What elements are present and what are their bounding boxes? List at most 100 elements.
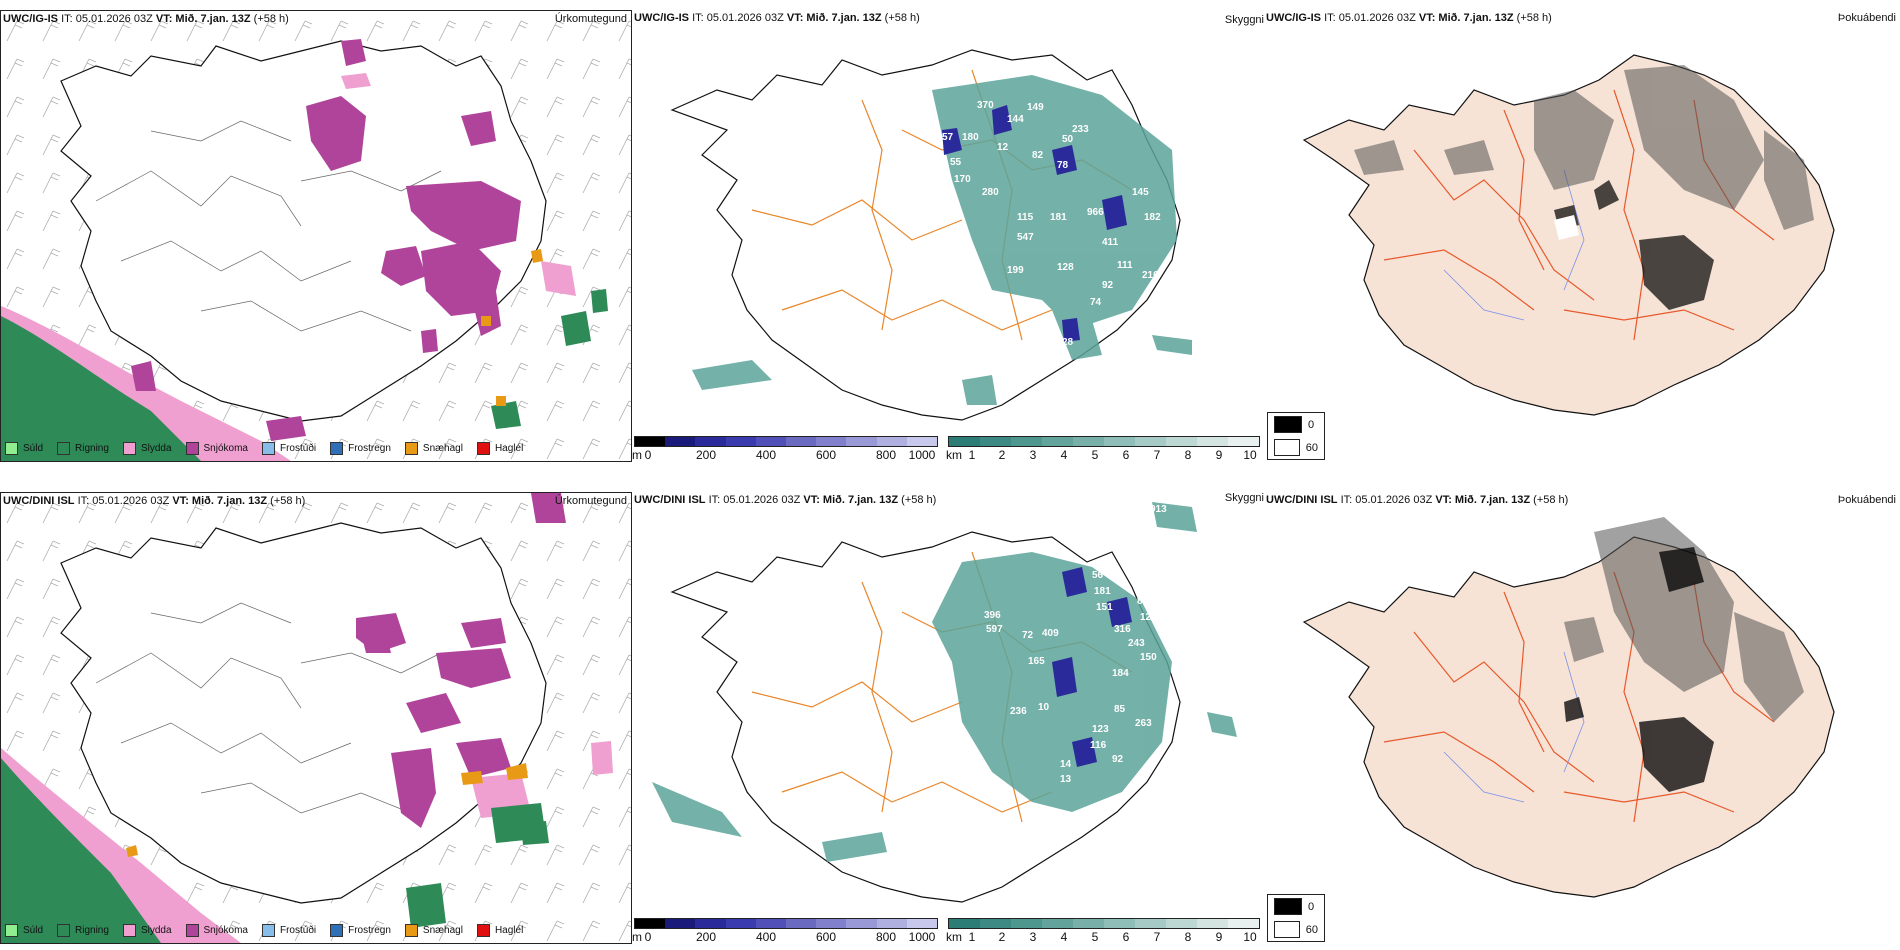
map-value: 370 xyxy=(977,100,994,111)
legend-label: Snjókoma xyxy=(203,443,248,454)
colorbar-swatch xyxy=(1042,437,1073,446)
model-name: UWC/DINI ISL xyxy=(1266,494,1338,506)
colorbar-swatch xyxy=(980,437,1011,446)
map-value: 280 xyxy=(982,187,999,198)
panel-fog-igis: UWC/IG-IS IT: 05.01.2026 03Z VT: Mið. 7.… xyxy=(1264,10,1900,462)
map-value: 121 xyxy=(1140,612,1157,623)
colorbar-tick: 600 xyxy=(815,930,837,944)
map-fog-dini xyxy=(1302,517,1835,898)
map-value: 28 xyxy=(1062,337,1074,348)
map-value: 150 xyxy=(1140,652,1157,663)
legend-item: Frostregn xyxy=(330,442,391,455)
colorbar-tick: 0 xyxy=(644,448,652,462)
legend-swatch xyxy=(185,924,199,937)
legend-swatch xyxy=(476,924,490,937)
colorbar-swatch xyxy=(755,437,787,446)
legend-swatch xyxy=(261,442,275,455)
legend-item: Haglél xyxy=(476,924,523,937)
legend-swatch xyxy=(476,442,490,455)
init-time: IT: 05.01.2026 03Z xyxy=(1324,12,1416,24)
colorbar-tick: 4 xyxy=(1060,448,1068,462)
map-value: 81 xyxy=(1137,596,1149,607)
legend-label: Frostúði xyxy=(279,443,317,454)
colorbar-swatch xyxy=(1166,919,1197,928)
legend-item: Rigning xyxy=(57,924,109,937)
fog-swatch xyxy=(1274,439,1300,456)
lead-time: (+58 h) xyxy=(1533,494,1569,506)
colorbar-swatch xyxy=(846,919,877,928)
init-time: IT: 05.01.2026 03Z xyxy=(1340,494,1433,506)
map-value: 74 xyxy=(1090,297,1102,308)
panel-precip-type-igis: UWC/IG-IS IT: 05.01.2026 03Z VT: Mið. 7.… xyxy=(0,10,632,462)
colorbar-swatch xyxy=(695,919,726,928)
colorbar-swatch xyxy=(1073,437,1104,446)
init-time: IT: 05.01.2026 03Z xyxy=(61,13,153,25)
valid-time: VT: Mið. 7.jan. 13Z xyxy=(1418,12,1514,24)
colorbar-tick: 800 xyxy=(875,448,897,462)
legend-item: Snjókoma xyxy=(185,924,248,937)
colorbar-swatch xyxy=(876,919,907,928)
colorbar-swatch xyxy=(635,437,666,446)
map-value: 92 xyxy=(1102,280,1114,291)
legend-swatch xyxy=(5,924,18,937)
legend-item: Snæhagl xyxy=(404,924,463,937)
parameter-label: Úrkomutegund xyxy=(554,13,627,25)
map-value: 128 xyxy=(1057,262,1074,273)
colorbar-swatch xyxy=(786,919,817,928)
fog-legend-row: 0 xyxy=(1268,895,1324,918)
map-value: 396 xyxy=(984,610,1001,621)
colorbar-tick: 2 xyxy=(998,930,1006,944)
colorbar-tick: 8 xyxy=(1184,448,1192,462)
colorbar-swatch xyxy=(1135,919,1166,928)
map-value: 233 xyxy=(1072,124,1089,135)
legend-label: Haglél xyxy=(494,443,524,454)
legend-swatch xyxy=(330,924,344,937)
fog-legend-label: 60 xyxy=(1305,923,1318,936)
lead-time: (+58 h) xyxy=(253,13,289,25)
model-name: UWC/IG-IS xyxy=(3,13,58,25)
map-value: 123 xyxy=(1092,724,1109,735)
model-name: UWC/DINI ISL xyxy=(634,494,706,506)
legend-swatch xyxy=(122,442,136,455)
map-value: 165 xyxy=(1028,656,1045,667)
fog-swatch xyxy=(1274,416,1302,433)
legend-swatch xyxy=(404,442,418,455)
valid-time: VT: Mið. 7.jan. 13Z xyxy=(803,494,899,506)
map-value: 111 xyxy=(1117,260,1133,271)
colorbar-tick: 3 xyxy=(1029,930,1037,944)
colorbar-unit: km xyxy=(946,448,962,462)
legend-item: Rigning xyxy=(57,442,109,455)
colorbar-swatch xyxy=(1197,919,1228,928)
colorbar-tick: 0 xyxy=(644,930,652,944)
colorbar-tick: 2 xyxy=(998,448,1006,462)
map-value: 243 xyxy=(1128,638,1145,649)
colorbar-tick: 400 xyxy=(755,930,777,944)
legend-item: Haglél xyxy=(476,442,524,455)
map-value: 181 xyxy=(1094,586,1111,597)
panel-title: UWC/DINI ISL IT: 05.01.2026 03Z VT: Mið.… xyxy=(634,494,936,506)
fog-legend-label: 0 xyxy=(1308,418,1315,431)
map-value: 55 xyxy=(950,157,962,168)
map-value: 116 xyxy=(1090,740,1107,751)
colorbar-unit: m xyxy=(632,930,642,944)
colorbar-tick: 4 xyxy=(1060,930,1068,944)
colorbar-tick: 9 xyxy=(1215,448,1223,462)
panel-title: UWC/IG-IS IT: 05.01.2026 03Z VT: Mið. 7.… xyxy=(3,13,289,25)
map-value: 13 xyxy=(1060,774,1072,785)
map-value: 14 xyxy=(1060,759,1072,770)
legend-swatch xyxy=(261,924,275,937)
lead-time: (+58 h) xyxy=(901,494,937,506)
legend-label: Rigning xyxy=(75,443,109,454)
colorbar-swatch xyxy=(876,437,907,446)
colorbar-unit: m xyxy=(632,448,642,462)
colorbar-swatch xyxy=(725,919,756,928)
fog-legend: 0 60 xyxy=(1267,412,1325,460)
colorbar-swatch xyxy=(906,919,938,928)
model-name: UWC/DINI ISL xyxy=(3,495,75,507)
valid-time: VT: Mið. 7.jan. 13Z xyxy=(786,12,882,24)
map-value: 115 xyxy=(1017,212,1034,223)
colorbar-tick: 5 xyxy=(1091,448,1099,462)
fog-legend-row: 0 xyxy=(1268,413,1324,436)
panel-title: UWC/IG-IS IT: 05.01.2026 03Z VT: Mið. 7.… xyxy=(634,12,920,24)
init-time: IT: 05.01.2026 03Z xyxy=(77,495,170,507)
